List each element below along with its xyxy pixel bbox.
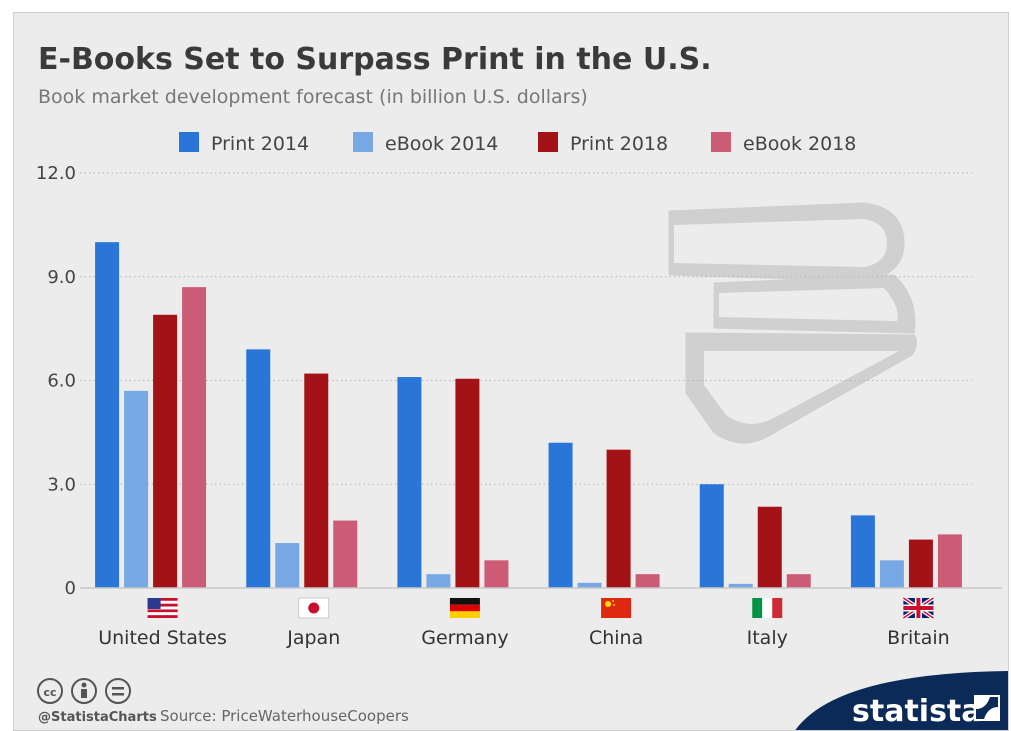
bar-print-2018-japan — [304, 373, 329, 588]
chart-card: E-Books Set to Surpass Print in the U.S.… — [13, 12, 1009, 731]
bar-ebook-2014-germany — [426, 574, 451, 588]
category-label: China — [589, 627, 643, 649]
category-label: United States — [98, 627, 227, 649]
category-label: Germany — [421, 627, 508, 649]
svg-text:cc: cc — [43, 686, 56, 699]
legend-swatch — [711, 132, 731, 152]
y-tick-label: 3.0 — [47, 474, 76, 495]
legend: Print 2014 eBook 2014 Print 2018 eBook 2018 — [179, 132, 856, 155]
italy-flag-icon — [752, 598, 783, 618]
bar-print-2014-united-states — [95, 242, 120, 588]
twitter-handle: @StatistaCharts — [38, 710, 157, 725]
bar-ebook-2018-united-states — [182, 287, 207, 588]
legend-label: eBook 2018 — [743, 133, 856, 155]
bar-chart: E-Books Set to Surpass Print in the U.S.… — [36, 42, 1008, 730]
bar-print-2018-united-states — [153, 314, 178, 588]
y-tick-label: 12.0 — [36, 163, 76, 184]
chart-title: E-Books Set to Surpass Print in the U.S. — [38, 42, 712, 77]
statista-logo-icon — [974, 695, 1000, 721]
bar-print-2014-japan — [246, 349, 271, 588]
chart-subtitle: Book market development forecast (in bil… — [38, 86, 588, 108]
bar-print-2018-germany — [455, 378, 480, 588]
bar-print-2014-italy — [699, 484, 724, 588]
category-label: Italy — [747, 627, 788, 649]
bar-ebook-2018-germany — [484, 560, 509, 588]
gridlines — [80, 172, 972, 485]
source-text: Source: PriceWaterhouseCoopers — [160, 707, 409, 725]
legend-item: Print 2014 — [179, 132, 309, 155]
books-stack-icon — [668, 202, 918, 444]
bar-print-2018-italy — [757, 506, 782, 588]
category-label: Britain — [887, 627, 950, 649]
legend-label: Print 2018 — [570, 133, 668, 155]
bar-ebook-2018-china — [635, 574, 660, 588]
japan-flag-icon — [298, 597, 330, 619]
bar-ebook-2014-japan — [275, 543, 300, 588]
bar-ebook-2018-britain — [937, 534, 962, 588]
legend-item: Print 2018 — [538, 132, 668, 155]
x-axis-categories: United States Japan Germany China Italy Brita… — [98, 596, 950, 649]
germany-flag-icon — [449, 598, 480, 618]
bar-ebook-2018-italy — [786, 574, 811, 588]
license-icons: cc — [37, 678, 131, 704]
bar-ebook-2014-united-states — [124, 390, 149, 588]
bar-ebook-2018-japan — [333, 520, 358, 588]
y-tick-label: 9.0 — [47, 267, 76, 288]
by-icon — [71, 678, 97, 704]
y-tick-label: 0 — [65, 578, 76, 599]
bar-ebook-2014-china — [577, 582, 602, 588]
legend-label: eBook 2014 — [385, 133, 498, 155]
legend-item: eBook 2018 — [711, 132, 856, 155]
china-flag-icon — [601, 598, 632, 618]
statista-brand: statista — [795, 671, 1008, 730]
bar-ebook-2014-italy — [728, 583, 753, 588]
statista-logo-text: statista — [852, 694, 982, 729]
bar-print-2014-germany — [397, 377, 422, 588]
y-axis: 0 3.0 6.0 9.0 12.0 — [36, 163, 76, 599]
y-tick-label: 6.0 — [47, 371, 76, 392]
legend-swatch — [538, 132, 558, 152]
bar-print-2018-britain — [908, 539, 933, 588]
legend-item: eBook 2014 — [353, 132, 498, 155]
nd-icon — [105, 678, 131, 704]
legend-swatch — [179, 132, 199, 152]
bar-print-2018-china — [606, 449, 631, 588]
legend-label: Print 2014 — [211, 133, 309, 155]
bars — [95, 242, 962, 588]
cc-icon: cc — [37, 678, 63, 704]
britain-flag-icon — [902, 596, 935, 620]
bar-print-2014-china — [548, 442, 573, 588]
category-label: Japan — [286, 627, 340, 649]
bar-print-2014-britain — [850, 515, 875, 588]
legend-swatch — [353, 132, 373, 152]
us-flag-icon — [147, 598, 178, 618]
bar-ebook-2014-britain — [879, 560, 904, 588]
